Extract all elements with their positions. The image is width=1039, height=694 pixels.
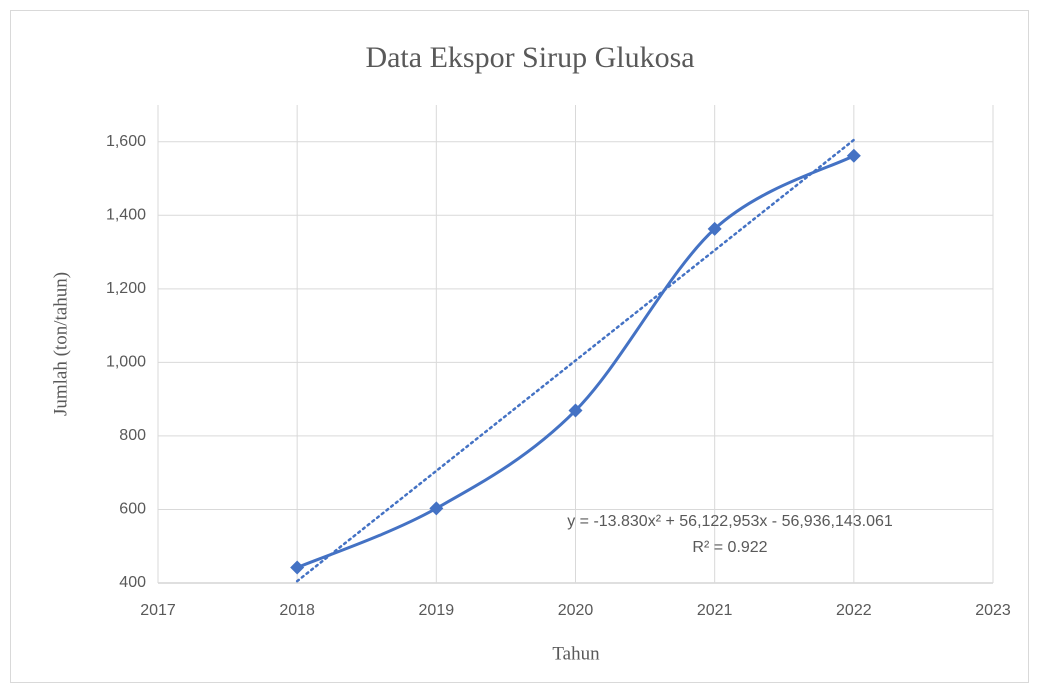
y-tick-label: 600: [119, 501, 146, 518]
x-tick-label: 2021: [697, 602, 733, 619]
y-axis-label: Jumlah (ton/tahun): [50, 272, 71, 416]
marker: [568, 403, 583, 418]
marker: [707, 221, 722, 236]
x-tick-label: 2019: [419, 602, 455, 619]
trendline: [295, 138, 856, 583]
x-tick-label: 2022: [836, 602, 872, 619]
chart-frame: [10, 10, 1029, 683]
marker: [290, 560, 305, 575]
annotation: R² = 0.922: [692, 539, 767, 556]
x-tick-label: 2018: [279, 602, 315, 619]
y-tick-label: 1,000: [106, 354, 146, 371]
y-tick-label: 1,600: [106, 133, 146, 150]
chart-title: Data Ekspor Sirup Glukosa: [365, 41, 694, 74]
x-tick-label: 2017: [140, 602, 176, 619]
y-tick-label: 400: [119, 574, 146, 591]
y-tick-label: 800: [119, 427, 146, 444]
y-tick-label: 1,200: [106, 280, 146, 297]
marker: [846, 148, 861, 163]
y-tick-label: 1,400: [106, 207, 146, 224]
x-tick-label: 2023: [975, 602, 1011, 619]
marker: [429, 501, 444, 516]
x-axis-label: Tahun: [552, 643, 600, 664]
annotation: y = -13.830x² + 56,122,953x - 56,936,143…: [567, 513, 893, 530]
x-tick-label: 2020: [558, 602, 594, 619]
